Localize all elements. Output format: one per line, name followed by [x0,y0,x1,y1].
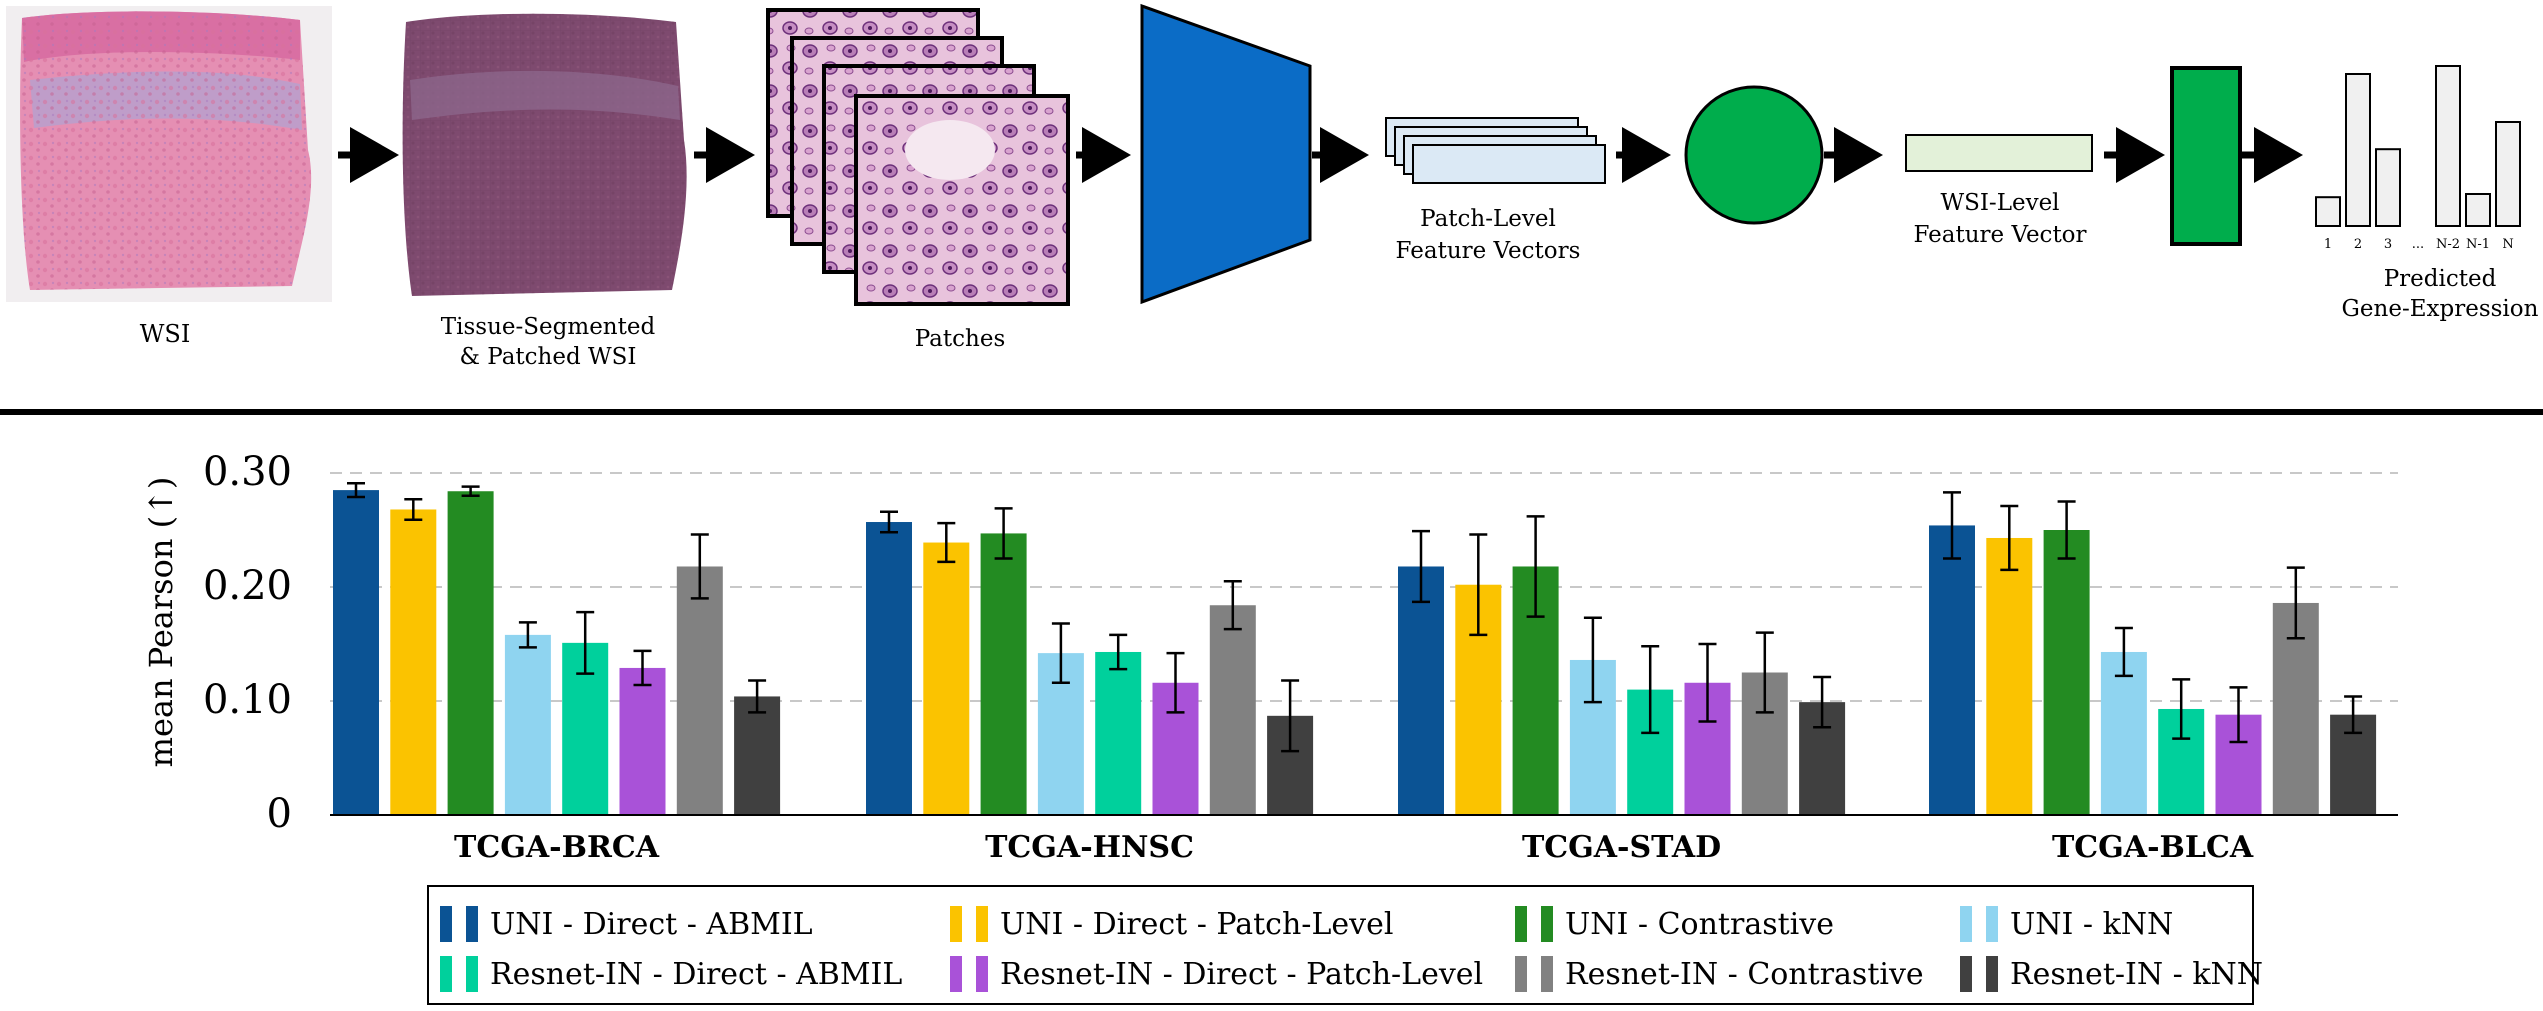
y-tick-label: 0.10 [203,677,292,723]
gene-bar [2465,193,2491,227]
gene-tick-label: N-2 [2436,237,2460,252]
aggregator-circle [1684,85,1824,225]
x-tick-label: TCGA-STAD [1522,830,1721,865]
patch-feature-vectors [1385,117,1606,184]
patch-features-label-line2: Feature Vectors [1396,238,1581,264]
bar-chart: 0 0.10 0.20 0.30 TCGA-BRCA TCGA-HNSC TCGA-STA… [142,449,2398,865]
gene-expression-bars: 1 2 3... N-2 N-1 N [2315,65,2521,252]
x-tick-label: TCGA-HNSC [985,830,1194,865]
predicted-label-line1: Predicted [2384,266,2497,292]
x-tick-label: TCGA-BLCA [2052,830,2254,865]
gene-bar [2375,148,2401,227]
gene-bar [2435,65,2461,227]
legend-label: UNI - Contrastive [1565,907,1834,942]
bar [504,634,551,815]
bar [676,566,723,815]
gene-tick-label: 2 [2354,237,2362,252]
bar [923,542,970,815]
legend-swatch [950,906,962,942]
gene-tick-label: N-1 [2466,237,2490,252]
legend-swatch [440,956,452,992]
legend-label: UNI - kNN [2010,907,2173,942]
gene-tick-label: N [2502,237,2513,252]
bar [980,533,1027,815]
legend-swatch [1541,956,1553,992]
bar [333,490,379,815]
wsi-feature-vector [1905,134,2093,172]
bar [734,696,781,815]
patch-stack [766,8,1070,306]
patches-label: Patches [915,326,1006,352]
patch-features-label-line1: Patch-Level [1420,206,1556,232]
y-tick-label: 0 [267,791,292,837]
bar [1398,566,1444,815]
predicted-label-line2: Gene-Expression [2342,296,2539,322]
y-tick-label: 0.20 [203,563,292,609]
bar [866,522,912,815]
x-tick-label: TCGA-BRCA [454,830,660,865]
legend-swatch [1960,956,1972,992]
bar [1929,525,1975,815]
bar [2043,530,2090,815]
legend-swatch [976,906,988,942]
legend-label: Resnet-IN - kNN [2010,957,2263,992]
bar [390,509,437,815]
wsi-feature-label-line2: Feature Vector [1913,222,2086,248]
legend-swatch [950,956,962,992]
y-tick-label: 0.30 [203,449,292,495]
bar-series [333,482,2377,815]
legend-label: UNI - Direct - Patch-Level [1000,907,1393,942]
y-axis-label: mean Pearson (↑) [142,477,180,768]
encoder-block [1140,3,1312,305]
gene-tick-label: 1 [2324,237,2332,252]
wsi-label: WSI [140,320,191,348]
legend-swatch [1960,906,1972,942]
legend: UNI - Direct - ABMIL UNI - Direct - Patch… [427,885,2263,1005]
legend-swatch [466,956,478,992]
legend-swatch [1541,906,1553,942]
legend-swatch [976,956,988,992]
legend-frame [427,885,2254,1005]
legend-swatch [1515,906,1527,942]
legend-swatch [440,906,452,942]
segmented-wsi-thumbnail [402,13,687,296]
gene-bar [2315,196,2341,227]
legend-label: UNI - Direct - ABMIL [490,907,813,942]
legend-label: Resnet-IN - Direct - Patch-Level [1000,957,1483,992]
segmented-label-line1: Tissue-Segmented [441,314,656,340]
bar [619,667,666,815]
gene-bar [2495,121,2521,227]
legend-swatch [466,906,478,942]
legend-swatch [1986,956,1998,992]
legend-swatch [1986,906,1998,942]
wsi-feature-label-line1: WSI-Level [1940,190,2059,216]
prediction-head [2170,66,2242,246]
gene-bar [2345,73,2371,227]
x-tick-labels: TCGA-BRCA TCGA-HNSC TCGA-STAD TCGA-BLCA [454,830,2254,865]
bar [1986,537,2033,815]
bar [1209,605,1256,815]
legend-label: Resnet-IN - Contrastive [1565,957,1924,992]
pipeline-diagram: WSI Tissue-Segmented & Patched WSI Patch… [6,3,2539,370]
legend-swatch [1515,956,1527,992]
gene-tick-label: 3 [2384,237,2392,252]
bar [447,491,494,815]
segmented-label-line2: & Patched WSI [459,344,636,370]
y-tick-labels: 0 0.10 0.20 0.30 [203,449,292,837]
wsi-thumbnail [6,6,332,302]
legend-label: Resnet-IN - Direct - ABMIL [490,957,902,992]
gene-tick-label: ... [2412,237,2424,252]
bar [2100,651,2147,815]
bar [1095,651,1142,815]
